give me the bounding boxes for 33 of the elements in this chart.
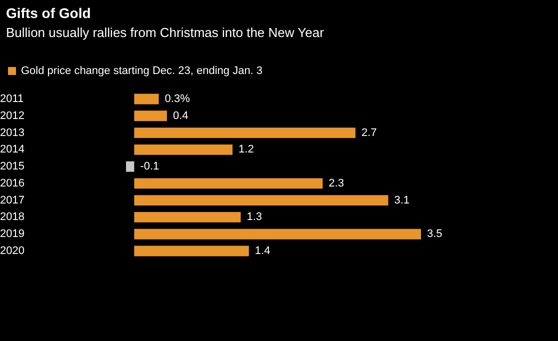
bar: [134, 94, 159, 104]
y-tick-label: 2012: [0, 110, 24, 122]
legend-label: Gold price change starting Dec. 23, ending Jan. 3: [21, 65, 263, 77]
bar: [126, 161, 134, 172]
y-tick-label: 2017: [0, 194, 24, 206]
chart-title: Gifts of Gold: [6, 5, 91, 21]
data-label: 2.7: [361, 126, 377, 139]
bar: [134, 195, 388, 206]
data-label: 3.5: [427, 228, 442, 240]
data-label: 0.4: [172, 110, 188, 122]
data-label: 3.1: [394, 194, 410, 206]
y-tick-label: 2015: [0, 160, 24, 173]
chart-subtitle: Bullion usually rallies from Christmas into the New Year: [6, 25, 324, 40]
bar: [134, 228, 421, 240]
bar: [134, 144, 233, 155]
y-tick-label: 2013: [0, 126, 24, 139]
bar: [134, 128, 356, 138]
y-tick-label: 2018: [0, 211, 24, 224]
bar: [134, 178, 323, 189]
bar: [134, 246, 249, 256]
data-label: -0.1: [140, 160, 160, 173]
data-label: 1.2: [238, 144, 254, 156]
data-label: 1.4: [254, 244, 270, 257]
y-tick-label: 2020: [0, 244, 24, 257]
y-tick-label: 2011: [0, 93, 24, 106]
y-tick-label: 2019: [0, 228, 24, 240]
bar: [134, 110, 167, 122]
y-tick-label: 2016: [0, 177, 24, 190]
bar: [134, 212, 241, 222]
data-label: 2.3: [328, 177, 344, 190]
data-label: 1.3: [246, 211, 262, 224]
data-label: 0.3%: [164, 93, 190, 106]
y-tick-label: 2014: [0, 144, 24, 156]
